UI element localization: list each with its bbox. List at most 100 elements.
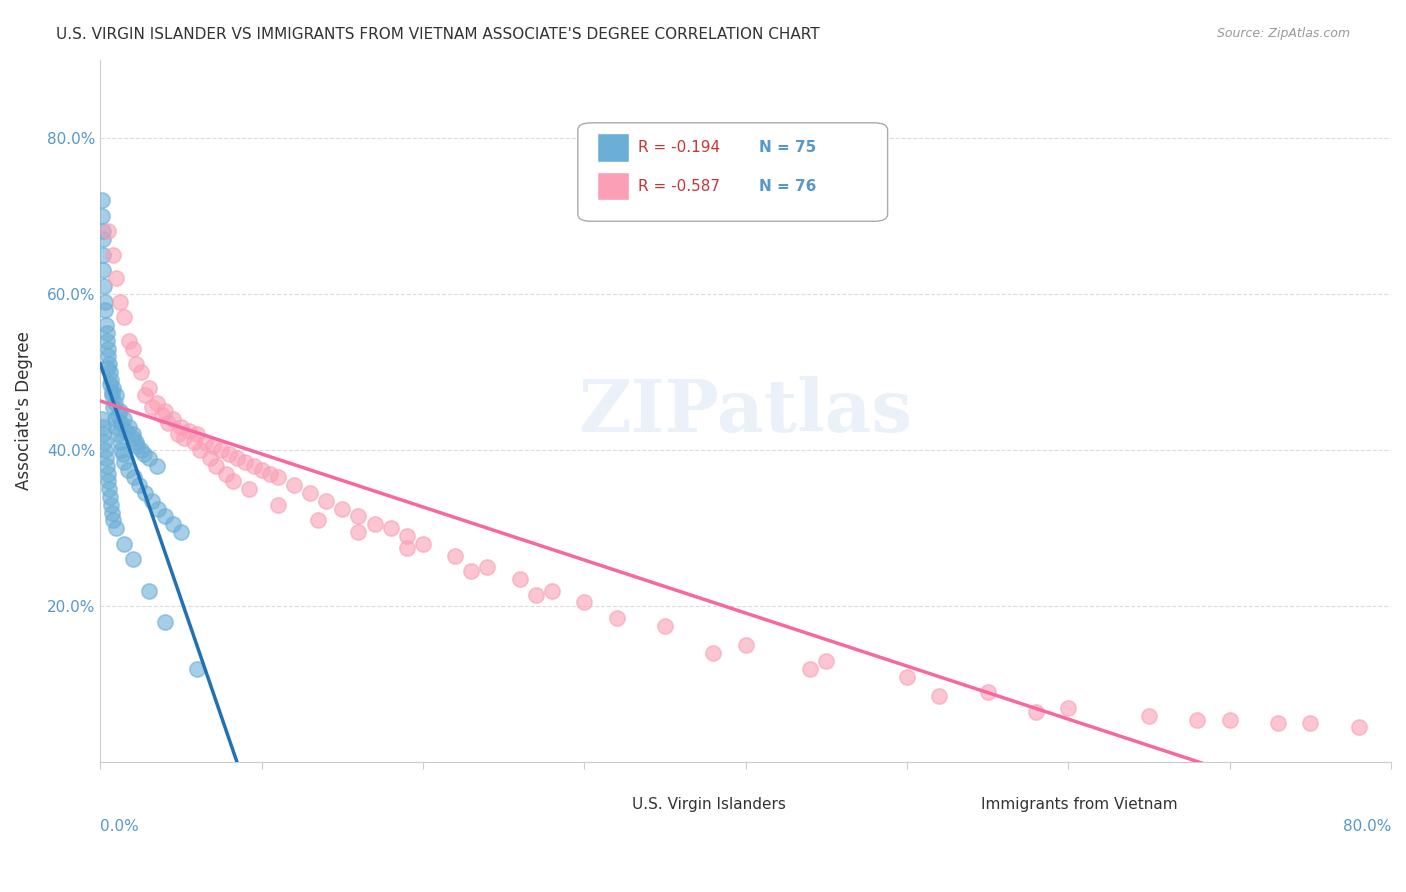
Point — [330, 501, 353, 516]
Point — [105, 419, 128, 434]
Point — [108, 404, 131, 418]
Point — [100, 388, 122, 402]
Point — [141, 493, 163, 508]
Point — [101, 381, 124, 395]
Point — [170, 419, 193, 434]
Point — [188, 443, 211, 458]
Point — [186, 662, 208, 676]
Point — [94, 450, 117, 465]
Point — [100, 506, 122, 520]
Point — [250, 462, 273, 476]
Point — [138, 381, 160, 395]
Point — [1347, 720, 1369, 734]
Point — [395, 529, 418, 543]
Point — [138, 450, 160, 465]
Point — [186, 427, 208, 442]
Point — [121, 342, 143, 356]
Point — [110, 443, 132, 458]
Text: ZIPatlas: ZIPatlas — [578, 376, 912, 447]
Point — [114, 455, 136, 469]
Point — [105, 521, 128, 535]
Point — [134, 388, 156, 402]
Point — [98, 376, 121, 391]
Point — [1267, 716, 1289, 731]
Point — [108, 435, 131, 450]
Point — [654, 619, 676, 633]
Point — [162, 412, 184, 426]
Point — [477, 560, 499, 574]
Point — [173, 431, 195, 445]
Point — [132, 447, 155, 461]
Point — [94, 443, 117, 458]
Point — [363, 517, 385, 532]
Point — [156, 416, 179, 430]
Point — [90, 412, 112, 426]
Point — [97, 350, 120, 364]
Point — [94, 294, 117, 309]
Point — [107, 408, 129, 422]
Text: R = -0.587: R = -0.587 — [638, 178, 720, 194]
Point — [734, 638, 756, 652]
Point — [134, 486, 156, 500]
Point — [121, 427, 143, 442]
Point — [114, 537, 136, 551]
Point — [90, 209, 112, 223]
Point — [380, 521, 402, 535]
Point — [101, 384, 124, 399]
Point — [98, 482, 121, 496]
Point — [347, 524, 370, 539]
Point — [148, 501, 170, 516]
Text: N = 75: N = 75 — [758, 140, 815, 155]
Point — [117, 462, 139, 476]
Point — [101, 513, 124, 527]
Point — [815, 654, 838, 668]
Point — [1299, 716, 1322, 731]
Point — [101, 248, 124, 262]
Point — [170, 524, 193, 539]
Text: U.S. VIRGIN ISLANDER VS IMMIGRANTS FROM VIETNAM ASSOCIATE'S DEGREE CORRELATION C: U.S. VIRGIN ISLANDER VS IMMIGRANTS FROM … — [56, 27, 820, 42]
Point — [114, 310, 136, 325]
Point — [115, 424, 138, 438]
Point — [166, 427, 188, 442]
Text: U.S. Virgin Islanders: U.S. Virgin Islanders — [633, 797, 786, 812]
Point — [153, 615, 176, 629]
Point — [153, 509, 176, 524]
Point — [928, 689, 950, 703]
Point — [93, 427, 115, 442]
Point — [97, 475, 120, 489]
Point — [110, 416, 132, 430]
Point — [1187, 713, 1209, 727]
Point — [100, 373, 122, 387]
Point — [1057, 700, 1080, 714]
FancyBboxPatch shape — [578, 123, 887, 221]
Point — [145, 458, 167, 473]
Point — [118, 419, 141, 434]
Text: 80.0%: 80.0% — [1343, 819, 1391, 834]
Point — [283, 478, 305, 492]
Point — [509, 572, 531, 586]
Point — [93, 279, 115, 293]
Point — [97, 361, 120, 376]
Point — [209, 443, 232, 458]
Point — [93, 263, 115, 277]
Point — [101, 400, 124, 414]
Point — [145, 396, 167, 410]
Point — [444, 549, 467, 563]
Point — [96, 326, 118, 340]
Point — [114, 412, 136, 426]
Point — [96, 467, 118, 481]
Point — [121, 552, 143, 566]
Point — [896, 669, 918, 683]
Point — [118, 334, 141, 348]
Point — [1137, 708, 1160, 723]
Point — [111, 447, 134, 461]
Point — [412, 537, 434, 551]
Point — [215, 467, 238, 481]
Point — [100, 498, 122, 512]
Point — [307, 513, 329, 527]
Point — [205, 458, 228, 473]
Bar — [900, 790, 932, 815]
Point — [105, 388, 128, 402]
Point — [1025, 705, 1047, 719]
Point — [125, 435, 148, 450]
